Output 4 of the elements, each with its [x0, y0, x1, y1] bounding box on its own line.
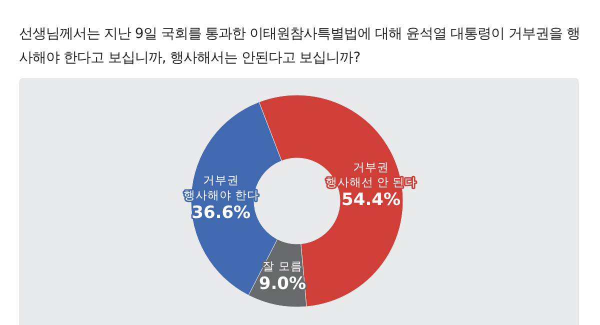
data-label: 54.4%	[342, 190, 401, 210]
chart-title: 선생님께서는 지난 9일 국회를 통과한 이태원참사특별법에 대해 윤석열 대통령이 거부권을 행사해야 한다고 보십니까, 행사해서는 안된다고 보십니까?	[19, 25, 581, 68]
slice-label: 잘 모름	[262, 259, 302, 274]
data-label: 36.6%	[192, 202, 251, 223]
